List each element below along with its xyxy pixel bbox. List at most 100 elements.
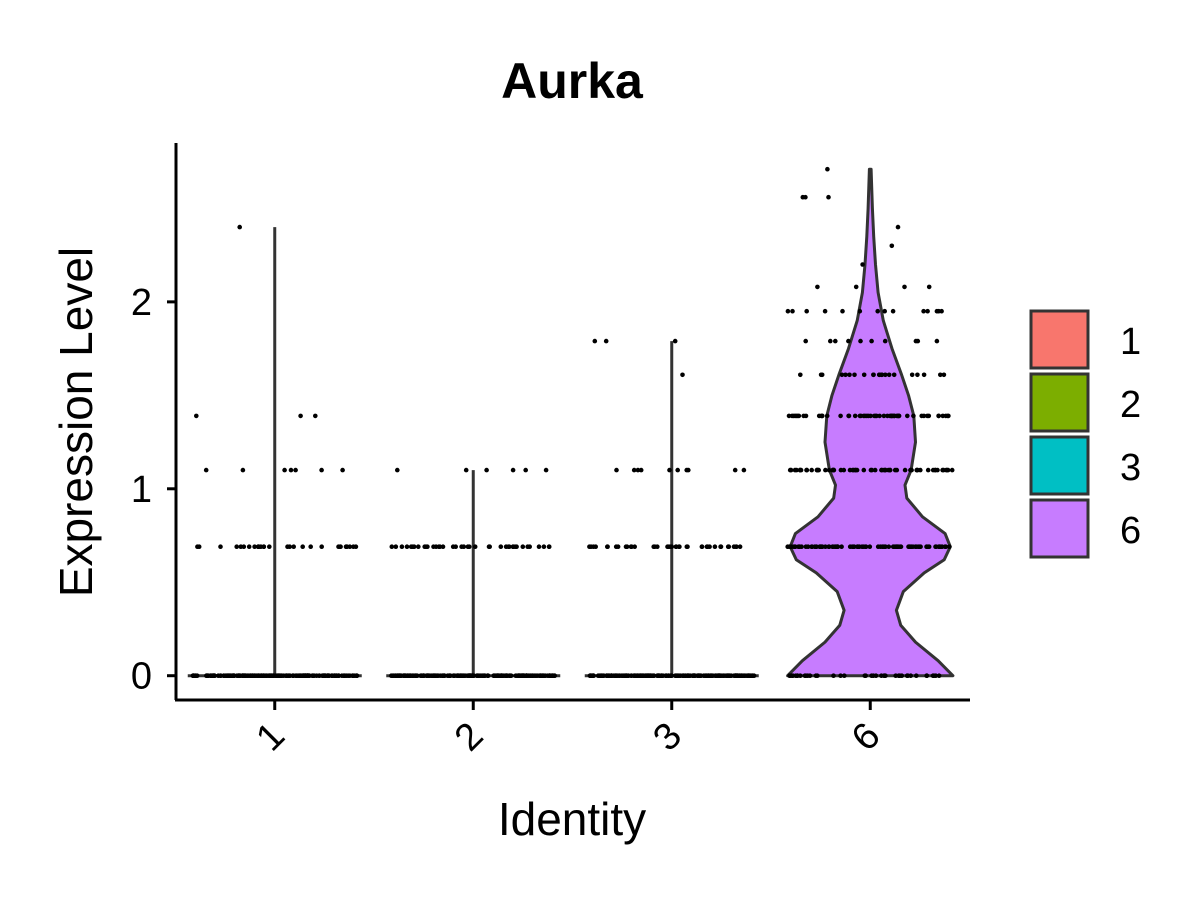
legend-label: 1 <box>1120 321 1141 363</box>
data-point <box>868 467 874 473</box>
data-point <box>480 673 486 678</box>
data-point <box>325 673 330 678</box>
data-point <box>839 544 844 549</box>
data-point <box>613 673 619 678</box>
data-point <box>507 544 512 549</box>
data-point <box>543 467 549 473</box>
data-point <box>804 308 809 314</box>
data-point <box>734 544 739 549</box>
data-point <box>894 544 900 549</box>
data-point <box>891 372 897 378</box>
data-point <box>595 673 601 678</box>
data-point <box>638 467 644 473</box>
data-point <box>949 467 955 473</box>
data-point <box>904 673 910 678</box>
data-point <box>887 467 893 473</box>
data-point <box>322 673 327 678</box>
data-point <box>785 308 791 314</box>
data-point <box>258 544 264 549</box>
data-point <box>416 544 421 549</box>
data-point <box>809 467 814 473</box>
data-point <box>934 308 940 314</box>
data-point <box>804 467 810 473</box>
data-point <box>803 413 809 419</box>
x-axis-title: Identity <box>498 793 646 845</box>
data-point <box>513 673 518 678</box>
data-point <box>347 544 353 549</box>
data-point <box>873 673 879 678</box>
data-point <box>818 372 824 378</box>
data-point <box>861 467 867 473</box>
data-point <box>487 544 493 549</box>
data-point <box>798 467 804 473</box>
data-point <box>824 413 830 419</box>
data-point <box>393 673 399 678</box>
data-point <box>817 544 823 549</box>
data-point <box>825 166 830 172</box>
data-point <box>862 413 868 419</box>
legend-key-6 <box>1029 498 1090 559</box>
data-point <box>546 544 552 549</box>
data-point <box>191 673 196 678</box>
data-point <box>317 673 322 678</box>
data-point <box>940 413 946 419</box>
data-point <box>831 467 837 473</box>
data-point <box>840 308 845 314</box>
data-point <box>603 338 609 344</box>
data-point <box>926 413 932 419</box>
data-point <box>440 544 446 549</box>
data-point <box>337 544 343 549</box>
data-point <box>431 544 436 549</box>
data-point <box>732 673 738 678</box>
data-point <box>686 467 691 473</box>
data-point <box>286 673 291 678</box>
data-point <box>714 673 719 678</box>
legend-key-2 <box>1029 372 1090 433</box>
data-point <box>883 372 888 378</box>
data-point <box>910 544 916 549</box>
data-point <box>467 544 472 549</box>
data-point <box>847 544 853 549</box>
data-point <box>459 673 465 678</box>
data-point <box>815 284 820 290</box>
data-point <box>924 544 929 549</box>
data-point <box>592 338 598 344</box>
data-point <box>925 467 931 473</box>
data-point <box>675 467 680 473</box>
data-point <box>921 413 927 419</box>
data-point <box>510 467 516 473</box>
data-point <box>675 673 681 678</box>
data-point <box>615 544 621 549</box>
data-point <box>885 413 890 419</box>
data-point <box>797 544 802 549</box>
data-point <box>794 467 799 473</box>
data-point <box>342 673 348 678</box>
data-point <box>860 262 865 267</box>
data-point <box>846 338 851 344</box>
data-point <box>826 194 831 200</box>
x-axis-ticks: 1 2 3 6 <box>248 700 889 759</box>
data-point <box>541 544 547 549</box>
data-point <box>422 544 428 549</box>
data-point <box>234 544 239 549</box>
data-point <box>194 673 200 678</box>
data-point <box>203 467 209 473</box>
data-point <box>842 673 847 678</box>
data-point <box>419 673 425 678</box>
data-point <box>742 673 748 678</box>
data-point <box>881 467 887 473</box>
data-point <box>937 544 942 549</box>
y-axis-title: Expression Level <box>50 247 102 597</box>
y-tick-label: 1 <box>131 469 152 511</box>
data-point <box>336 673 341 678</box>
data-point <box>685 673 690 678</box>
data-point <box>411 544 417 549</box>
data-point <box>672 338 678 344</box>
data-point <box>211 673 216 678</box>
data-point <box>524 673 529 678</box>
data-point <box>298 673 303 678</box>
data-point <box>846 413 851 419</box>
data-point <box>250 673 255 678</box>
data-point <box>943 544 949 549</box>
data-point <box>692 673 697 678</box>
